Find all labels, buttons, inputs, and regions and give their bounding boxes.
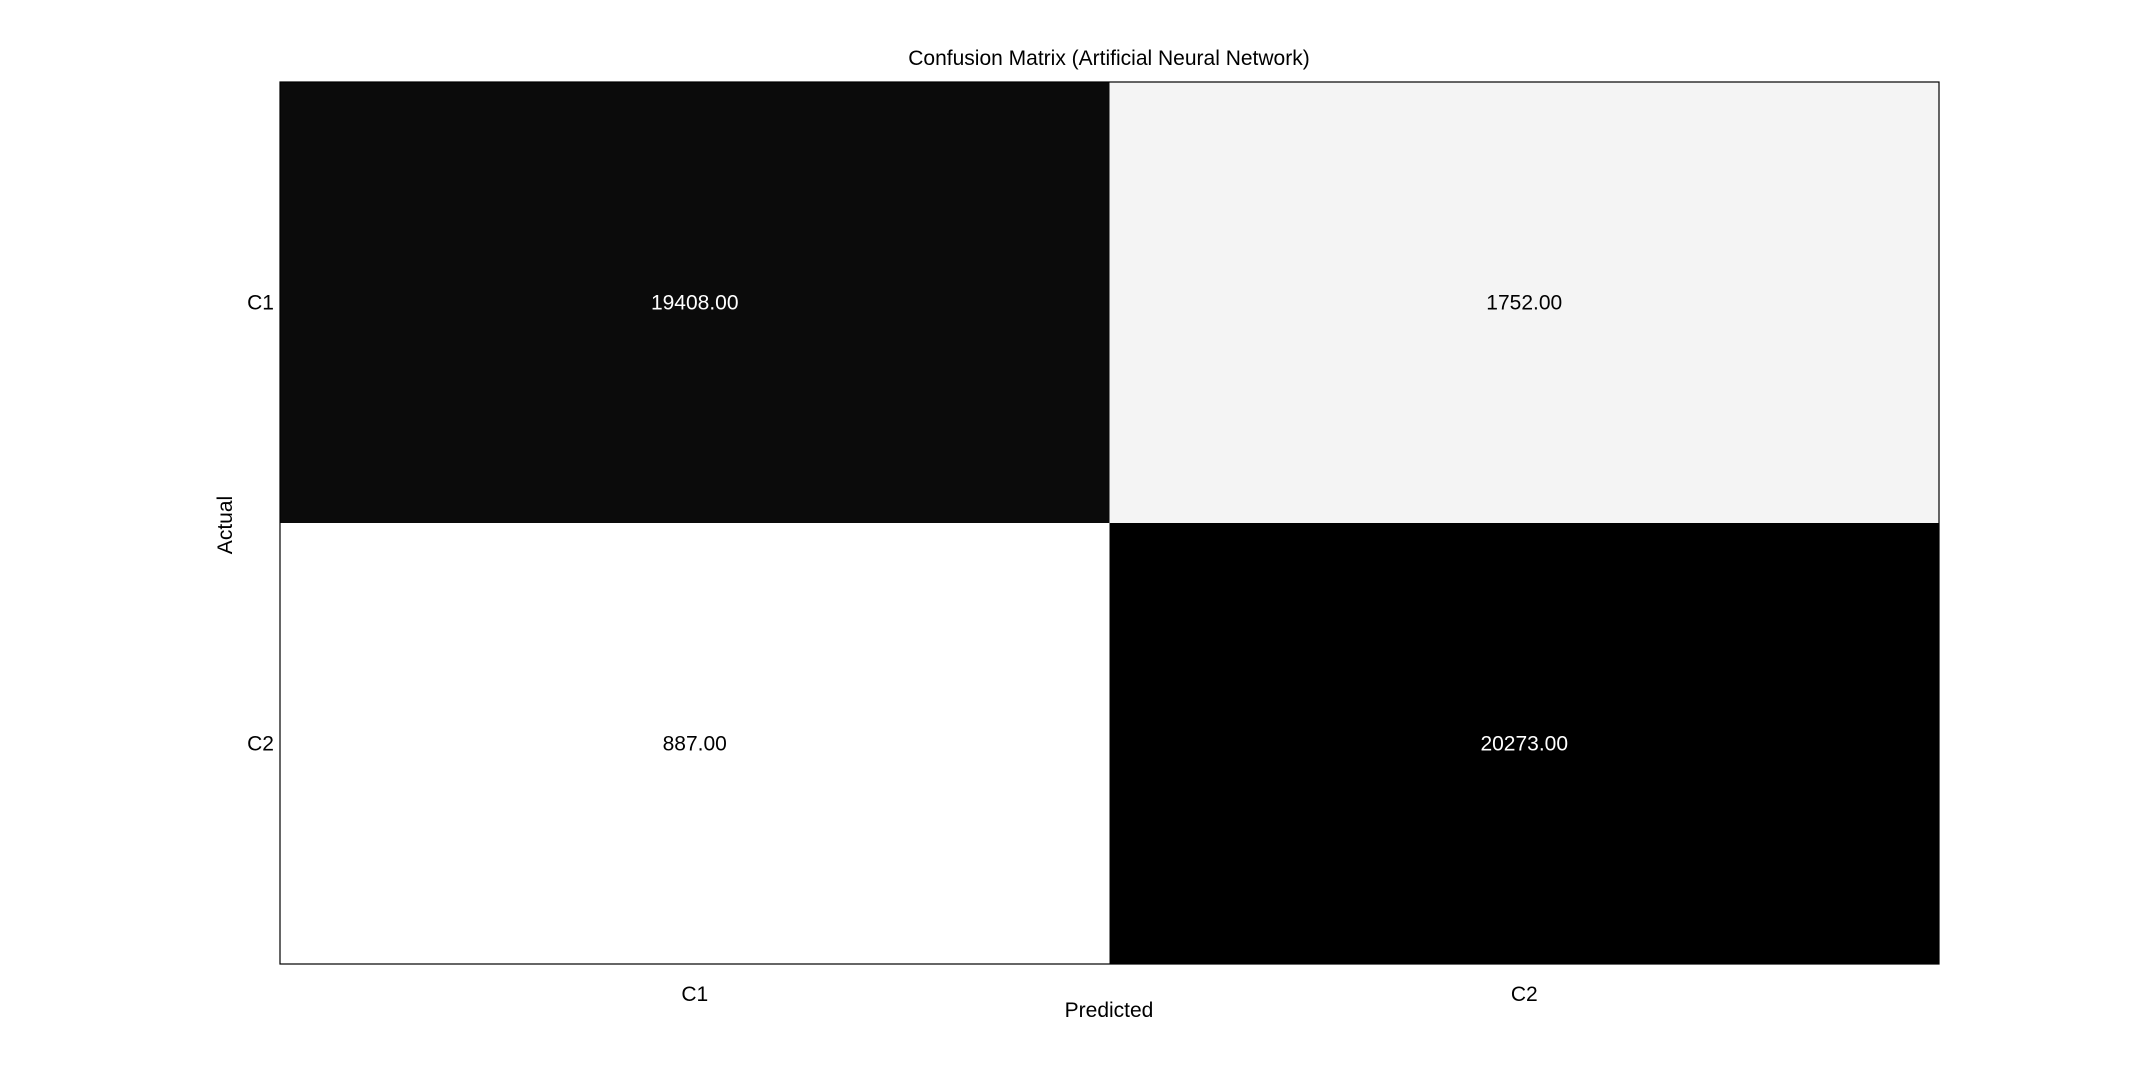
cell-value-label-c1-c2: 1752.00 [1486, 292, 1562, 315]
chart-title: Confusion Matrix (Artificial Neural Netw… [908, 47, 1309, 70]
y-tick-label-c1: C1 [247, 292, 274, 315]
cell-value-label-c1-c1: 19408.00 [651, 292, 739, 315]
plot-frame [279, 81, 1940, 965]
heatmap-cells [280, 82, 1939, 964]
x-tick-label-c2: C2 [1511, 983, 1538, 1006]
x-axis-label: Predicted [1065, 999, 1154, 1022]
cell-value-labels: 19408.00 1752.00 887.00 20273.00 [651, 292, 1568, 756]
cell-value-label-c2-c1: 887.00 [663, 733, 727, 756]
heatmap-cell-c1-c2 [1109, 82, 1939, 523]
heatmap-cell-c1-c1 [280, 82, 1110, 523]
x-tick-label-c1: C1 [681, 983, 708, 1006]
heatmap-cell-c2-c1 [280, 523, 1110, 964]
x-tick-labels: C1 C2 [681, 983, 1537, 1006]
cell-value-label-c2-c2: 20273.00 [1480, 733, 1568, 756]
y-tick-labels: C1 C2 [247, 292, 274, 756]
y-axis-label: Actual [214, 496, 237, 554]
heatmap-cell-c2-c2 [1109, 523, 1939, 964]
y-tick-label-c2: C2 [247, 733, 274, 756]
